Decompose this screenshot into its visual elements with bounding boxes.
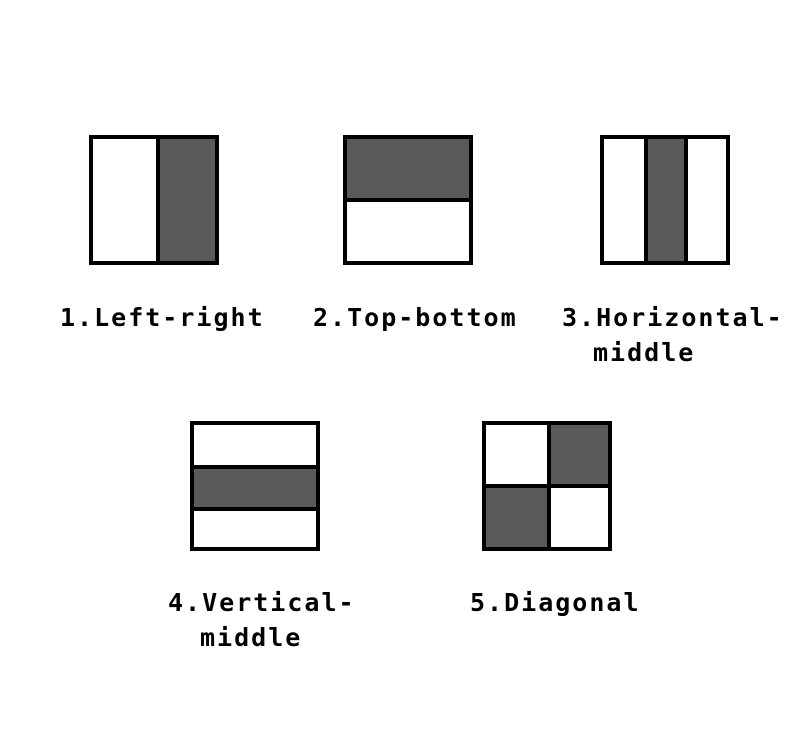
diagonal-shaded-bottom-left [486,484,551,547]
horizontal-middle-label: 3.Horizontal- [562,300,784,335]
vertical-middle-label: 4.Vertical- [168,585,356,620]
top-bottom-shaded-half [347,139,469,202]
left-right-label: 1.Left-right [60,300,265,335]
horizontal-middle-label-cont: middle [593,335,695,370]
diagonal-shaded-top-right [547,425,608,488]
horizontal-middle-label-line2: middle [593,338,696,367]
vertical-middle-label-line2: middle [200,623,303,652]
top-bottom-pattern [343,135,473,265]
vertical-middle-label-line1: 4.Vertical- [168,588,356,617]
vertical-middle-pattern [190,421,320,551]
horizontal-middle-label-line1: 3.Horizontal- [562,303,784,332]
diagonal-pattern [482,421,612,551]
top-bottom-label-line1: 2.Top-bottom [313,303,518,332]
diagonal-label: 5.Diagonal [470,585,641,620]
left-right-label-line1: 1.Left-right [60,303,265,332]
diagonal-label-line1: 5.Diagonal [470,588,641,617]
horizontal-middle-pattern [600,135,730,265]
top-bottom-label: 2.Top-bottom [313,300,518,335]
vertical-middle-shaded-band [194,465,316,511]
horizontal-middle-shaded-band [644,139,688,261]
left-right-pattern [89,135,219,265]
left-right-shaded-half [156,139,215,261]
vertical-middle-label-cont: middle [200,620,302,655]
